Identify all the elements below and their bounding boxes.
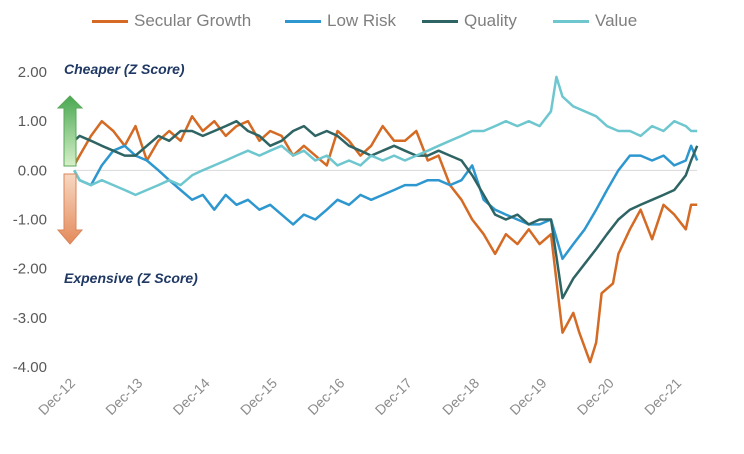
- y-tick-label: -1.00: [13, 212, 47, 229]
- cheaper-label: Cheaper (Z Score): [64, 61, 185, 77]
- legend-label: Quality: [464, 11, 517, 30]
- x-tick-label: Dec-16: [304, 375, 347, 418]
- series-line-low-risk: [73, 144, 699, 261]
- legend-label: Value: [595, 11, 638, 30]
- legend-swatch: [422, 19, 458, 23]
- x-axis-ticks: Dec-12 Dec-13 Dec-14 Dec-15 Dec-16 Dec-17 Dec-…: [35, 375, 685, 418]
- x-tick-label: Dec-17: [372, 375, 415, 418]
- x-tick-label: Dec-15: [237, 375, 280, 418]
- legend-swatch: [553, 19, 589, 23]
- legend-item-quality: Quality: [422, 9, 517, 33]
- x-tick-label: Dec-18: [439, 375, 482, 418]
- y-tick-label: -4.00: [13, 359, 47, 376]
- y-axis-ticks: 2.00 1.00 0.00 -1.00 -2.00 -3.00 -4.00: [13, 64, 47, 376]
- legend-label: Secular Growth: [134, 11, 252, 30]
- legend-swatch: [92, 19, 128, 23]
- cheaper-arrow: [56, 95, 84, 167]
- y-tick-label: 2.00: [18, 64, 47, 81]
- series-line-quality: [73, 119, 699, 300]
- x-tick-label: Dec-21: [641, 375, 684, 418]
- series-layer: [73, 75, 699, 364]
- x-tick-label: Dec-20: [574, 375, 617, 418]
- legend-label: Low Risk: [327, 11, 396, 30]
- x-tick-label: Dec-12: [35, 375, 78, 418]
- expensive-label: Expensive (Z Score): [64, 270, 198, 286]
- series-line-value: [73, 75, 698, 197]
- x-tick-label: Dec-14: [170, 375, 213, 418]
- y-tick-label: 0.00: [18, 162, 47, 179]
- y-tick-label: 1.00: [18, 113, 47, 130]
- series-line-secular-growth: [73, 115, 698, 364]
- legend: Secular Growth Low Risk Quality Value: [0, 9, 744, 33]
- x-tick-label: Dec-13: [102, 375, 145, 418]
- expensive-arrow: [56, 173, 84, 245]
- x-tick-label: Dec-19: [506, 375, 549, 418]
- legend-item-secular-growth: Secular Growth: [92, 9, 251, 33]
- y-tick-label: -2.00: [13, 261, 47, 278]
- legend-item-value: Value: [553, 9, 637, 33]
- y-tick-label: -3.00: [13, 310, 47, 327]
- legend-swatch: [285, 19, 321, 23]
- legend-item-low-risk: Low Risk: [285, 9, 396, 33]
